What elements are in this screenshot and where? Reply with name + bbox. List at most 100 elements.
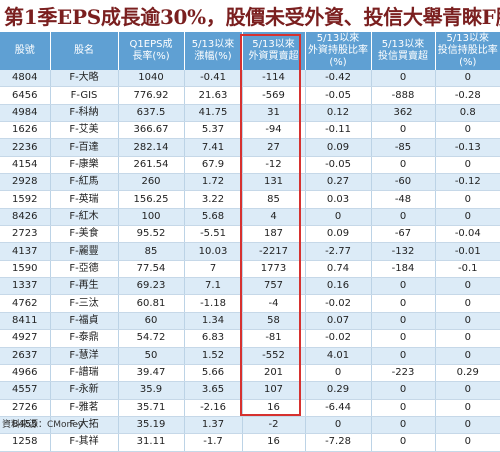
table-cell: 0.09 bbox=[304, 225, 371, 244]
table-cell: -888 bbox=[370, 86, 435, 105]
table-cell: 16 bbox=[241, 433, 305, 452]
table-row: 2236 F-百達 282.14 7.41 27 0.09 -85 -0.13 bbox=[0, 138, 500, 157]
table-cell: 35.71 bbox=[117, 399, 184, 417]
table-row: 6456 F-GIS 776.92 21.63 -569 -0.05 -888 -0.28 bbox=[0, 86, 500, 105]
table-cell: 8455 bbox=[0, 416, 50, 435]
table-cell: 4966 bbox=[0, 364, 50, 383]
table-cell: 7 bbox=[183, 260, 242, 279]
table-cell: 366.67 bbox=[117, 121, 184, 140]
table-cell: 1626 bbox=[0, 121, 50, 140]
table-cell: -0.42 bbox=[304, 70, 371, 88]
table-cell: 2723 bbox=[0, 225, 50, 244]
table-cell: 0.09 bbox=[304, 138, 371, 157]
table-cell: 0 bbox=[434, 294, 500, 313]
table-cell: 5.66 bbox=[183, 364, 242, 383]
table-cell: 0 bbox=[370, 70, 435, 88]
table-cell: F-科納 bbox=[49, 104, 118, 123]
table-row: 4154 F-康樂 261.54 67.9 -12 -0.05 0 0 bbox=[0, 156, 500, 175]
table-cell: 187 bbox=[241, 225, 305, 244]
table-cell: 2726 bbox=[0, 399, 50, 417]
table-cell: -569 bbox=[241, 86, 305, 105]
table-cell: 0 bbox=[434, 70, 500, 88]
column-header: 5/13以來 投信持股比率 (%) bbox=[434, 32, 500, 70]
table-cell: F-英瑞 bbox=[49, 190, 118, 209]
table-cell: -60 bbox=[370, 173, 435, 192]
table-cell: 10.03 bbox=[183, 242, 242, 261]
table-cell: 6456 bbox=[0, 86, 50, 105]
table-row: 1592 F-英瑞 156.25 3.22 85 0.03 -48 0 bbox=[0, 190, 500, 209]
table-cell: 0 bbox=[434, 329, 500, 348]
table-cell: 0 bbox=[370, 399, 435, 417]
table-cell: 0 bbox=[304, 208, 371, 227]
table-cell: 0 bbox=[304, 416, 371, 435]
table-cell: F-大略 bbox=[49, 70, 118, 88]
table-cell: 0 bbox=[434, 312, 500, 331]
table-cell: 1337 bbox=[0, 277, 50, 296]
table-cell: F-百達 bbox=[49, 138, 118, 157]
table-cell: 201 bbox=[241, 364, 305, 383]
table-row: 1626 F-艾美 366.67 5.37 -94 -0.11 0 0 bbox=[0, 121, 500, 140]
table-cell: F-美食 bbox=[49, 225, 118, 244]
table-cell: 58 bbox=[241, 312, 305, 331]
table-cell: 0 bbox=[434, 347, 500, 365]
table-cell: 39.47 bbox=[117, 364, 184, 383]
table-cell: 0.29 bbox=[434, 364, 500, 383]
table-cell: 0.8 bbox=[434, 104, 500, 123]
table-cell: F-譜瑞 bbox=[49, 364, 118, 383]
table-row: 8455 F-大拓 35.19 1.37 -2 0 0 0 bbox=[0, 416, 500, 435]
table-body: 4804 F-大略 1040 -0.41 -114 -0.42 0 0 6456 F-GIS 776… bbox=[0, 70, 500, 452]
table-cell: 0.29 bbox=[304, 381, 371, 400]
table-cell: -4 bbox=[241, 294, 305, 313]
table-cell: 0 bbox=[370, 208, 435, 227]
table-row: 2928 F-紅馬 260 1.72 131 0.27 -60 -0.12 bbox=[0, 173, 500, 192]
table-cell: 1.52 bbox=[183, 347, 242, 365]
table-cell: 4804 bbox=[0, 70, 50, 88]
table-cell: 69.23 bbox=[117, 277, 184, 296]
table-cell: -114 bbox=[241, 70, 305, 88]
table-cell: 4 bbox=[241, 208, 305, 227]
table-cell: 156.25 bbox=[117, 190, 184, 209]
table-cell: -2 bbox=[241, 416, 305, 435]
table-row: 4966 F-譜瑞 39.47 5.66 201 0 -223 0.29 bbox=[0, 364, 500, 383]
table-cell: F-永新 bbox=[49, 381, 118, 400]
column-header: 5/13以來 投信買賣超 bbox=[370, 32, 435, 70]
table-cell: 41.75 bbox=[183, 104, 242, 123]
table-cell: 100 bbox=[117, 208, 184, 227]
table-cell: 1.37 bbox=[183, 416, 242, 435]
table-cell: 362 bbox=[370, 104, 435, 123]
source-note: 資料來源：CMoney bbox=[2, 420, 84, 430]
table-cell: -2217 bbox=[241, 242, 305, 261]
table-cell: 261.54 bbox=[117, 156, 184, 175]
table-cell: 0.12 bbox=[304, 104, 371, 123]
table-cell: F-其祥 bbox=[49, 433, 118, 452]
table-cell: F-大拓 bbox=[49, 416, 118, 435]
table-cell: 7.1 bbox=[183, 277, 242, 296]
table-cell: 260 bbox=[117, 173, 184, 192]
table-cell: 0 bbox=[370, 347, 435, 365]
table-cell: 0 bbox=[304, 364, 371, 383]
table-cell: 0.07 bbox=[304, 312, 371, 331]
table-cell: 4762 bbox=[0, 294, 50, 313]
table-cell: -0.13 bbox=[434, 138, 500, 157]
table-cell: -81 bbox=[241, 329, 305, 348]
table-cell: -0.02 bbox=[304, 294, 371, 313]
table-cell: 16 bbox=[241, 399, 305, 417]
table-cell: -552 bbox=[241, 347, 305, 365]
table-cell: F-紅木 bbox=[49, 208, 118, 227]
table-cell: -0.12 bbox=[434, 173, 500, 192]
table-cell: 0 bbox=[370, 312, 435, 331]
table-cell: 4.01 bbox=[304, 347, 371, 365]
table-cell: F-泰鼎 bbox=[49, 329, 118, 348]
table-cell: 282.14 bbox=[117, 138, 184, 157]
table-cell: 3.22 bbox=[183, 190, 242, 209]
table-cell: F-艾美 bbox=[49, 121, 118, 140]
table-cell: 67.9 bbox=[183, 156, 242, 175]
table-row: 4804 F-大略 1040 -0.41 -114 -0.42 0 0 bbox=[0, 70, 500, 88]
table-row: 2726 F-雅茗 35.71 -2.16 16 -6.44 0 0 bbox=[0, 399, 500, 417]
table-cell: 1.72 bbox=[183, 173, 242, 192]
table-cell: 1592 bbox=[0, 190, 50, 209]
table-cell: -6.44 bbox=[304, 399, 371, 417]
table-cell: -184 bbox=[370, 260, 435, 279]
table-cell: 60 bbox=[117, 312, 184, 331]
table-cell: 1040 bbox=[117, 70, 184, 88]
